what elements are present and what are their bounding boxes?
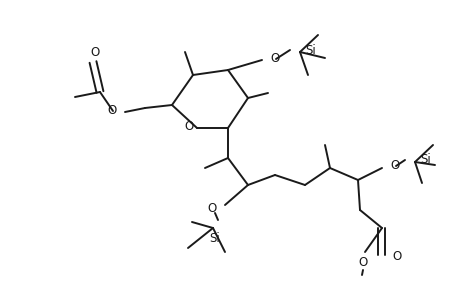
Text: O: O <box>389 158 398 172</box>
Text: O: O <box>358 256 367 268</box>
Text: O: O <box>391 250 400 263</box>
Text: O: O <box>184 119 193 133</box>
Text: O: O <box>107 103 117 116</box>
Text: Si: Si <box>209 232 220 244</box>
Text: O: O <box>207 202 217 214</box>
Text: O: O <box>269 52 279 64</box>
Text: O: O <box>90 46 100 59</box>
Text: Si: Si <box>419 152 430 166</box>
Text: Si: Si <box>304 44 315 56</box>
